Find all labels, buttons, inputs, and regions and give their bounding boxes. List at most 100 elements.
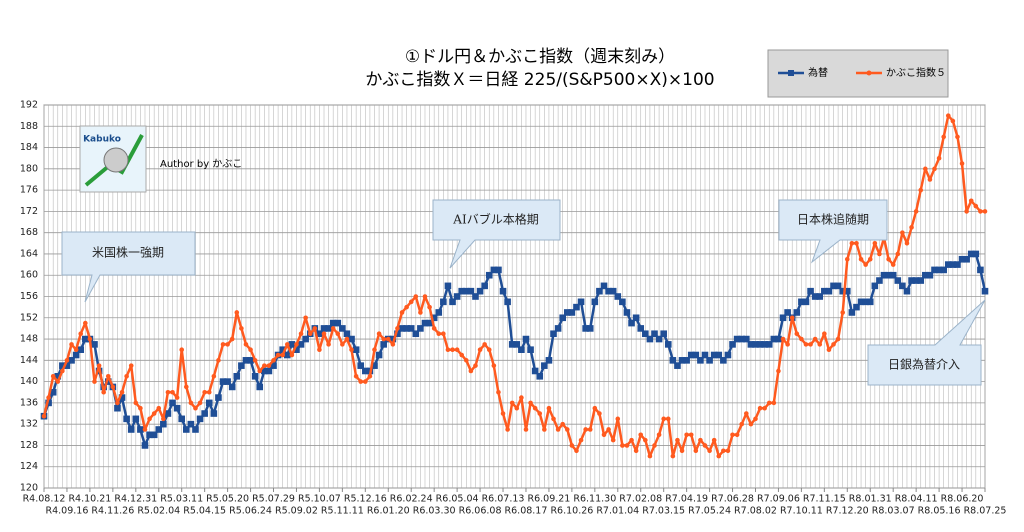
- marker: [867, 256, 873, 262]
- marker: [251, 372, 259, 380]
- x-tick-label: R7.02.08: [619, 494, 662, 505]
- marker: [606, 427, 611, 432]
- marker: [394, 330, 401, 338]
- marker: [349, 347, 354, 352]
- marker: [436, 331, 442, 337]
- callout: [778, 199, 888, 264]
- marker: [918, 187, 924, 193]
- marker: [889, 271, 897, 279]
- marker: [303, 315, 308, 321]
- marker: [643, 437, 648, 443]
- marker: [519, 395, 524, 400]
- marker: [417, 325, 424, 332]
- marker: [597, 411, 602, 416]
- marker: [372, 347, 377, 352]
- marker: [894, 277, 902, 284]
- marker: [316, 330, 323, 338]
- marker: [77, 346, 85, 353]
- marker: [817, 342, 823, 347]
- marker: [430, 314, 438, 322]
- marker: [60, 368, 65, 374]
- marker: [701, 351, 709, 359]
- marker: [967, 250, 975, 258]
- marker: [248, 347, 253, 352]
- marker: [803, 342, 809, 347]
- marker: [825, 287, 833, 295]
- marker: [210, 410, 218, 417]
- marker: [302, 335, 309, 343]
- marker: [849, 241, 855, 246]
- marker: [756, 341, 764, 348]
- marker: [91, 341, 98, 348]
- marker: [289, 352, 295, 358]
- marker: [165, 389, 171, 395]
- marker: [69, 342, 74, 347]
- y-tick-label: 160: [20, 270, 38, 281]
- marker: [256, 383, 264, 391]
- x-tick-label: R7.04.19: [665, 494, 708, 505]
- x-tick-label: R5.04.15: [183, 506, 226, 517]
- x-tick-label: R6.05.04: [436, 494, 479, 505]
- marker: [762, 405, 767, 411]
- marker: [903, 287, 911, 295]
- marker: [182, 426, 190, 433]
- x-tick-label: R6.10.26: [550, 506, 593, 517]
- marker: [551, 416, 556, 422]
- marker: [866, 298, 874, 306]
- x-tick-label: R4.12.31: [114, 494, 157, 505]
- marker: [96, 363, 102, 368]
- marker: [413, 294, 419, 299]
- marker: [390, 342, 396, 347]
- marker: [843, 287, 851, 295]
- x-tick-label: R5.06.24: [229, 506, 272, 517]
- marker: [656, 432, 662, 438]
- marker: [454, 347, 460, 352]
- marker: [225, 342, 230, 347]
- marker: [463, 287, 470, 295]
- marker: [233, 372, 241, 380]
- marker: [444, 282, 452, 290]
- marker: [698, 437, 703, 443]
- marker: [560, 421, 565, 427]
- marker: [724, 351, 732, 359]
- marker: [542, 427, 547, 432]
- marker: [765, 341, 773, 348]
- x-tick-label: R4.10.21: [68, 494, 111, 505]
- marker: [352, 346, 360, 353]
- marker: [142, 427, 148, 432]
- marker: [752, 341, 759, 348]
- callout-text: 米国株一強期: [92, 245, 164, 260]
- marker: [104, 378, 112, 385]
- marker: [477, 347, 483, 352]
- marker: [229, 336, 235, 342]
- marker: [294, 342, 299, 347]
- marker: [321, 331, 327, 337]
- marker: [545, 357, 553, 364]
- marker: [418, 310, 423, 315]
- marker: [293, 346, 300, 353]
- marker: [582, 325, 589, 332]
- marker: [812, 336, 818, 342]
- marker: [863, 262, 868, 267]
- marker: [523, 427, 529, 432]
- marker: [78, 331, 84, 337]
- marker: [816, 293, 824, 300]
- marker: [688, 432, 694, 438]
- marker: [257, 368, 263, 374]
- marker: [564, 427, 570, 432]
- marker: [115, 400, 120, 406]
- marker: [486, 347, 492, 352]
- y-tick-label: 128: [20, 440, 38, 451]
- marker: [188, 400, 194, 406]
- marker: [192, 426, 199, 433]
- marker: [554, 325, 562, 332]
- marker: [738, 335, 746, 343]
- marker: [528, 400, 533, 406]
- callout-text: AIバブル本格期: [452, 212, 538, 227]
- marker: [563, 309, 571, 316]
- marker: [490, 266, 498, 274]
- marker: [118, 394, 126, 401]
- marker: [725, 448, 731, 454]
- marker: [155, 426, 163, 433]
- marker: [664, 341, 672, 348]
